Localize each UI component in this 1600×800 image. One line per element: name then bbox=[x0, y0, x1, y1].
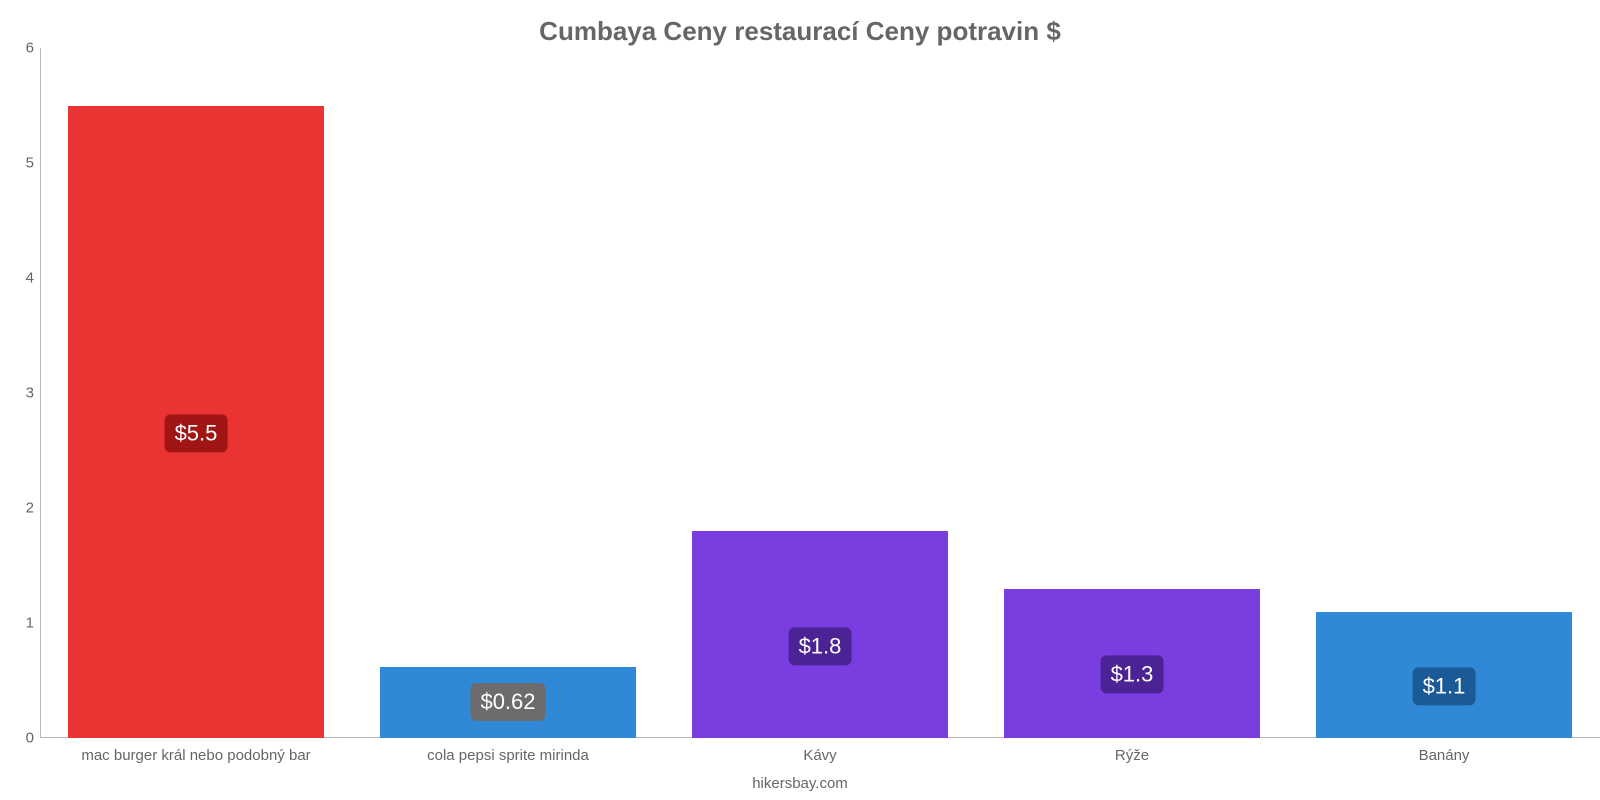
x-tick-label: cola pepsi sprite mirinda bbox=[352, 747, 664, 764]
y-tick-label: 0 bbox=[0, 731, 34, 746]
bar: $5.5 bbox=[68, 106, 324, 739]
bar-slot: $5.5 bbox=[40, 48, 352, 738]
bar: $0.62 bbox=[380, 667, 636, 738]
bar: $1.3 bbox=[1004, 589, 1260, 739]
bar: $1.1 bbox=[1316, 612, 1572, 739]
y-tick-label: 5 bbox=[0, 156, 34, 171]
bar-value-label: $0.62 bbox=[470, 683, 545, 721]
y-tick-label: 2 bbox=[0, 501, 34, 516]
bar: $1.8 bbox=[692, 531, 948, 738]
x-axis-labels: mac burger král nebo podobný barcola pep… bbox=[40, 747, 1600, 764]
bar-slot: $0.62 bbox=[352, 48, 664, 738]
y-tick-label: 4 bbox=[0, 271, 34, 286]
chart-footer: hikersbay.com bbox=[0, 775, 1600, 792]
bar-value-label: $1.1 bbox=[1413, 667, 1476, 705]
bars-group: $5.5 $0.62 $1.8 $1.3 $1.1 bbox=[40, 48, 1600, 738]
chart-title: Cumbaya Ceny restaurací Ceny potravin $ bbox=[0, 16, 1600, 47]
y-tick-label: 3 bbox=[0, 386, 34, 401]
x-tick-label: Rýže bbox=[976, 747, 1288, 764]
bar-value-label: $1.8 bbox=[789, 627, 852, 665]
chart-container: Cumbaya Ceny restaurací Ceny potravin $ … bbox=[0, 0, 1600, 800]
y-tick-label: 1 bbox=[0, 616, 34, 631]
bar-value-label: $5.5 bbox=[165, 414, 228, 452]
plot-area: $5.5 $0.62 $1.8 $1.3 $1.1 bbox=[40, 48, 1600, 738]
y-tick-label: 6 bbox=[0, 41, 34, 56]
x-tick-label: Kávy bbox=[664, 747, 976, 764]
x-tick-label: mac burger král nebo podobný bar bbox=[40, 747, 352, 764]
bar-slot: $1.3 bbox=[976, 48, 1288, 738]
x-tick-label: Banány bbox=[1288, 747, 1600, 764]
bar-slot: $1.1 bbox=[1288, 48, 1600, 738]
bar-value-label: $1.3 bbox=[1101, 656, 1164, 694]
y-axis: 0123456 bbox=[0, 48, 40, 738]
bar-slot: $1.8 bbox=[664, 48, 976, 738]
